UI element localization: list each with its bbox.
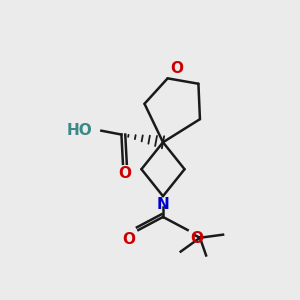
- Text: O: O: [118, 166, 131, 181]
- Text: O: O: [122, 232, 135, 247]
- Text: N: N: [157, 197, 169, 212]
- Text: O: O: [190, 231, 203, 246]
- Text: HO: HO: [66, 123, 92, 138]
- Text: O: O: [170, 61, 183, 76]
